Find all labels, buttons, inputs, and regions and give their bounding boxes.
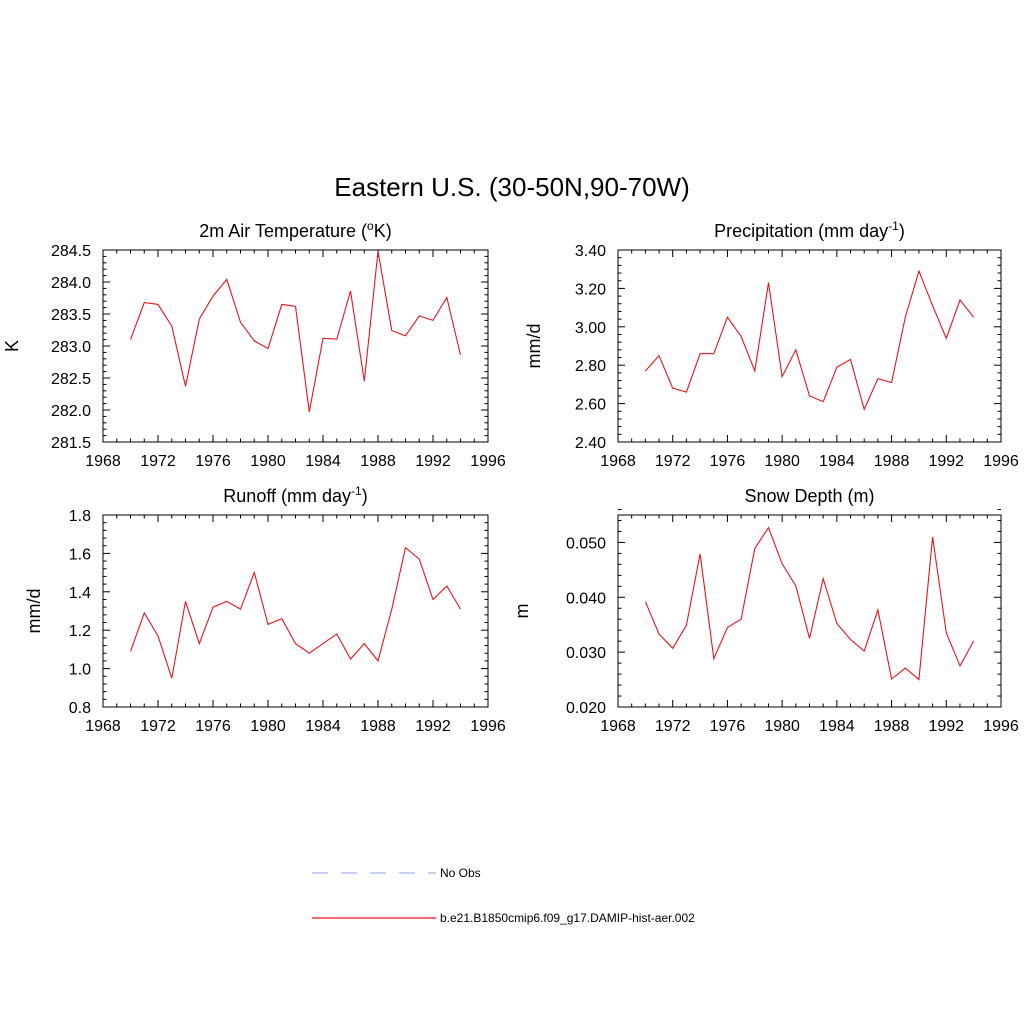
x-tick-label: 1996 xyxy=(470,718,506,735)
y-tick-label: 1.0 xyxy=(69,662,91,679)
y-axis-label: K xyxy=(2,340,22,352)
series-line xyxy=(129,251,462,413)
x-tick-label: 1988 xyxy=(360,718,396,735)
plot-frame xyxy=(102,514,489,708)
x-tick-label: 1976 xyxy=(710,718,746,735)
series-line xyxy=(644,269,975,412)
panel-title: 2m Air Temperature (oK) xyxy=(199,219,391,241)
legend: No Obs b.e21.B1850cmip6.f09_g17.DAMIP-hi… xyxy=(312,866,695,925)
x-tick-label: 1992 xyxy=(928,453,964,470)
x-tick-label: 1984 xyxy=(305,453,341,470)
y-tick-label: 1.4 xyxy=(69,585,91,602)
y-tick-label: 3.00 xyxy=(575,320,606,337)
x-tick-label: 1988 xyxy=(874,453,910,470)
legend-label-no-obs: No Obs xyxy=(440,866,481,880)
x-tick-label: 1980 xyxy=(250,453,286,470)
x-tick-label: 1988 xyxy=(360,453,396,470)
plot-frame xyxy=(617,249,1002,443)
x-tick-label: 1968 xyxy=(600,718,636,735)
x-tick-label: 1972 xyxy=(140,453,176,470)
x-tick-label: 1996 xyxy=(470,453,506,470)
y-tick-label: 0.8 xyxy=(69,700,91,717)
y-tick-label: 0.030 xyxy=(566,645,606,662)
y-tick-label: 283.0 xyxy=(51,339,91,356)
y-tick-label: 284.0 xyxy=(51,275,91,292)
x-tick-label: 1972 xyxy=(140,718,176,735)
figure-title: Eastern U.S. (30-50N,90-70W) xyxy=(334,172,689,202)
x-tick-label: 1972 xyxy=(655,718,691,735)
panel-runoff: Runoff (mm day-1) mm/d 1968 1972 1976 1980 198… xyxy=(24,484,506,735)
x-tick-label: 1992 xyxy=(928,718,964,735)
y-tick-label: 1.6 xyxy=(69,546,91,563)
y-tick-label: 281.5 xyxy=(51,435,91,452)
x-tick-label: 1992 xyxy=(415,453,451,470)
y-tick-label: 0.020 xyxy=(566,700,606,717)
panel-precipitation: Precipitation (mm day-1) mm/d 1968 1972 1976… xyxy=(524,219,1019,470)
plot-frame xyxy=(102,249,489,443)
y-tick-label: 1.2 xyxy=(69,623,91,640)
series-line xyxy=(644,526,975,681)
x-tick-label: 1980 xyxy=(764,718,800,735)
y-tick-label: 0.040 xyxy=(566,590,606,607)
x-tick-label: 1992 xyxy=(415,718,451,735)
y-tick-label: 282.5 xyxy=(51,371,91,388)
panel-air-temperature: 2m Air Temperature (oK) K 1968 1972 1976 1980… xyxy=(2,219,506,470)
y-tick-label: 3.20 xyxy=(575,281,606,298)
y-tick-label: 283.5 xyxy=(51,307,91,324)
y-axis-label: mm/d xyxy=(524,324,544,369)
x-tick-label: 1968 xyxy=(85,718,121,735)
y-tick-label: 2.40 xyxy=(575,435,606,452)
x-tick-label: 1976 xyxy=(195,453,231,470)
y-tick-label: 284.5 xyxy=(51,243,91,260)
panel-title: Precipitation (mm day-1) xyxy=(714,219,905,241)
x-tick-label: 1996 xyxy=(983,718,1019,735)
y-axis-label: m xyxy=(512,604,532,619)
x-tick-label: 1980 xyxy=(250,718,286,735)
y-tick-label: 3.40 xyxy=(575,243,606,260)
y-tick-label: 2.60 xyxy=(575,397,606,414)
panel-title: Runoff (mm day-1) xyxy=(223,484,367,506)
x-tick-label: 1984 xyxy=(305,718,341,735)
y-tick-label: 2.80 xyxy=(575,358,606,375)
x-tick-label: 1996 xyxy=(983,453,1019,470)
y-tick-label: 0.050 xyxy=(566,535,606,552)
x-tick-label: 1980 xyxy=(764,453,800,470)
panel-title: Snow Depth (m) xyxy=(744,486,874,506)
x-tick-label: 1984 xyxy=(819,718,855,735)
x-tick-label: 1984 xyxy=(819,453,855,470)
x-tick-label: 1976 xyxy=(710,453,746,470)
y-tick-label: 282.0 xyxy=(51,403,91,420)
x-tick-label: 1988 xyxy=(874,718,910,735)
series-line xyxy=(129,546,461,679)
x-tick-label: 1968 xyxy=(600,453,636,470)
panel-snow-depth: Snow Depth (m) m 1968 1972 1976 1980 1984 1988 1… xyxy=(512,486,1019,735)
x-tick-label: 1976 xyxy=(195,718,231,735)
x-tick-label: 1968 xyxy=(85,453,121,470)
y-axis-label: mm/d xyxy=(24,589,44,634)
y-tick-label: 1.8 xyxy=(69,508,91,525)
legend-label-model: b.e21.B1850cmip6.f09_g17.DAMIP-hist-aer.… xyxy=(440,911,695,925)
x-tick-label: 1972 xyxy=(655,453,691,470)
